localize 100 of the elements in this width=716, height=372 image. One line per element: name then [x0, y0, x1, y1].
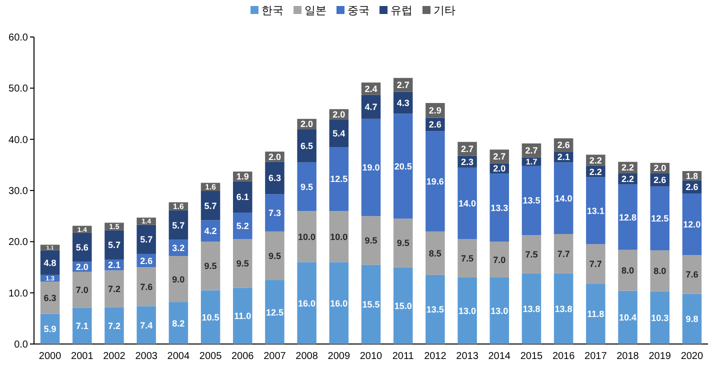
x-tick-label: 2005	[199, 351, 222, 362]
x-tick-label: 2020	[680, 351, 704, 362]
data-label: 8.0	[622, 266, 634, 276]
bar	[361, 94, 381, 119]
x-tick-label: 2000	[38, 351, 62, 362]
data-label: 5.2	[236, 221, 249, 232]
data-label: 6.3	[268, 173, 281, 184]
y-tick-label: 10.0	[8, 288, 28, 300]
data-label: 7.7	[557, 248, 570, 259]
data-label: 2.7	[396, 80, 410, 90]
data-label: 2.0	[654, 163, 666, 174]
bar	[168, 210, 188, 240]
legend-label: 일본	[304, 5, 326, 17]
y-tick-label: 60.0	[8, 32, 28, 44]
data-label: 1.9	[236, 172, 249, 182]
bar	[554, 273, 574, 344]
bar	[458, 239, 477, 278]
bar	[104, 270, 124, 308]
data-label: 15.0	[394, 300, 412, 311]
data-label: 5.4	[332, 128, 346, 138]
bar	[650, 291, 670, 344]
bar	[297, 210, 316, 262]
bar	[393, 92, 413, 114]
x-tick-label: 2013	[456, 351, 479, 362]
y-tick-label: 0.0	[14, 340, 28, 350]
data-label: 2.6	[557, 140, 570, 150]
data-label: 2.6	[428, 120, 442, 130]
data-label: 10.5	[202, 312, 220, 322]
x-tick-label: 2008	[296, 351, 318, 362]
x-tick-label: 2016	[552, 351, 576, 362]
bar	[297, 262, 316, 344]
data-label: 7.7	[589, 259, 602, 270]
bar	[72, 232, 92, 262]
data-label: 8.0	[654, 266, 666, 276]
data-label: 2.6	[140, 256, 153, 266]
bar	[682, 294, 702, 344]
data-label: 2.9	[428, 106, 442, 116]
bar	[104, 307, 124, 344]
bar	[265, 231, 284, 280]
data-label: 10.3	[651, 312, 669, 323]
bar	[586, 244, 606, 284]
bar	[265, 162, 284, 194]
data-label: 13.3	[490, 202, 508, 213]
x-tick-label: 2001	[71, 351, 94, 362]
bar	[458, 167, 477, 240]
data-label: 2.0	[76, 262, 88, 272]
data-label: 10.4	[618, 312, 637, 323]
bar	[232, 181, 252, 212]
legend-label: 중국	[348, 5, 370, 17]
x-tick-label: 2009	[328, 351, 350, 362]
bar	[72, 308, 92, 344]
bar	[361, 118, 381, 216]
data-label: 2.0	[300, 119, 314, 130]
data-label: 13.0	[458, 306, 476, 316]
data-label: 7.6	[140, 282, 153, 292]
legend-label: 한국	[262, 5, 284, 17]
bar	[168, 256, 188, 302]
data-label: 19.0	[362, 162, 380, 173]
bar	[329, 147, 349, 211]
data-label: 13.8	[522, 304, 540, 314]
y-tick-label: 30.0	[8, 186, 28, 197]
bar	[586, 284, 606, 344]
data-label: 4.7	[364, 102, 378, 112]
x-tick-label: 2012	[424, 351, 447, 362]
bar	[586, 177, 606, 244]
data-label: 13.1	[586, 206, 604, 216]
data-label: 3.2	[172, 243, 185, 254]
x-tick-label: 2015	[520, 351, 544, 362]
data-label: 7.6	[686, 270, 698, 280]
data-label: 6.3	[44, 292, 56, 303]
data-label: 2.1	[557, 152, 570, 162]
data-label: 9.5	[364, 236, 378, 246]
bar	[361, 216, 381, 265]
bar	[104, 230, 124, 260]
bar	[618, 290, 638, 344]
data-label: 9.5	[396, 238, 410, 248]
data-label: 9.5	[204, 261, 217, 272]
data-label: 5.7	[172, 220, 185, 230]
data-label: 5.6	[76, 242, 88, 253]
bar	[361, 264, 381, 344]
data-label: 7.5	[461, 254, 474, 264]
data-label: 5.9	[44, 324, 56, 334]
bar	[426, 131, 445, 232]
data-label: 2.2	[589, 166, 602, 177]
bar	[554, 162, 574, 234]
x-tick-label: 2011	[392, 351, 414, 362]
bar	[265, 280, 284, 344]
data-label: 6.1	[236, 192, 249, 202]
y-tick-label: 20.0	[8, 237, 28, 248]
bar	[393, 267, 413, 344]
data-label: 15.5	[362, 300, 380, 310]
bar	[136, 224, 156, 254]
data-label: 5.7	[140, 234, 153, 245]
data-label: 14.0	[458, 198, 476, 209]
x-tick-label: 2010	[360, 351, 383, 362]
bar	[72, 272, 92, 308]
data-label: 9.0	[172, 274, 185, 284]
data-label: 12.0	[683, 220, 701, 230]
bar	[458, 277, 477, 344]
y-tick-label: 40.0	[8, 134, 28, 146]
